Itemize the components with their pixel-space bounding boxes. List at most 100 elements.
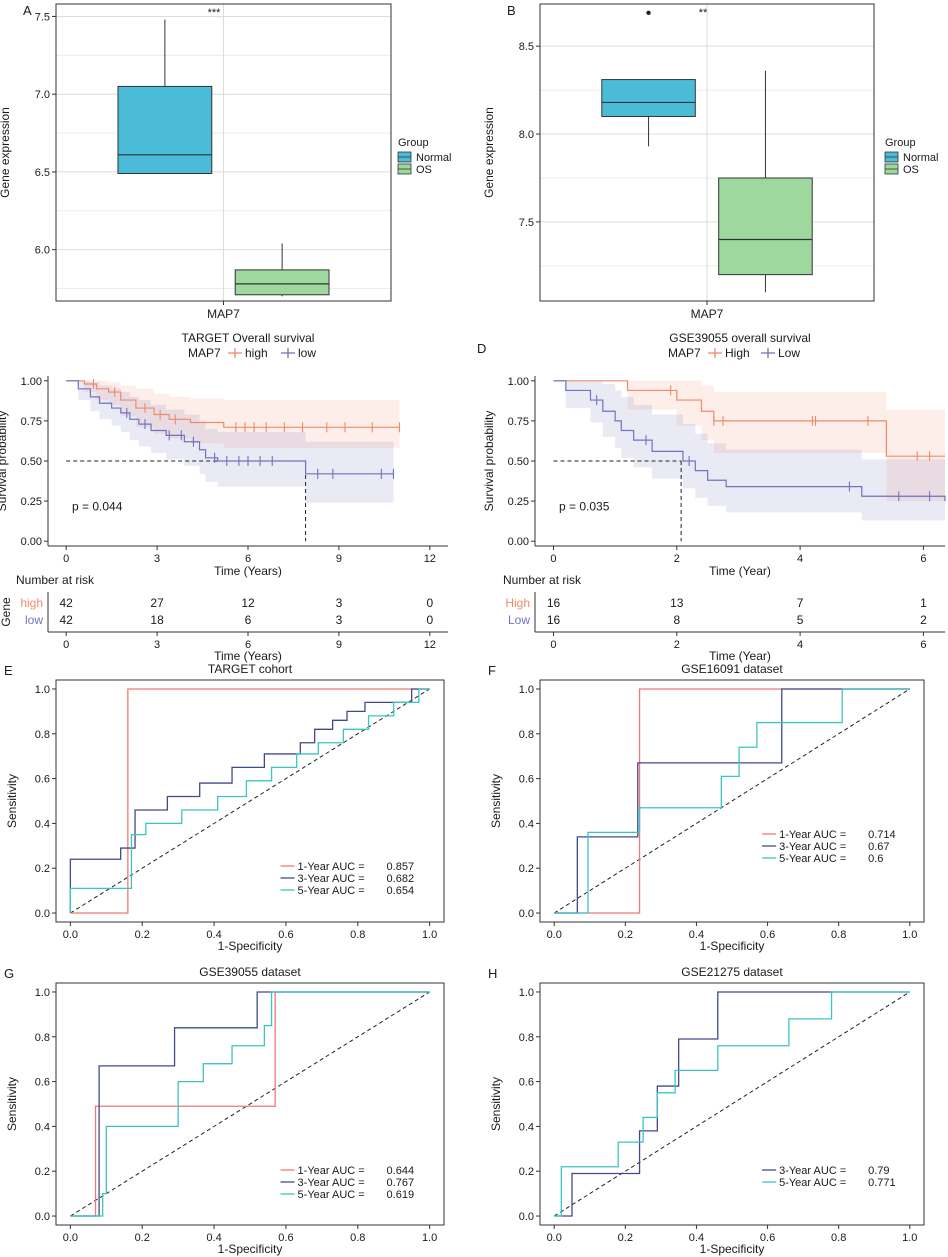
x-tick-label: 4	[797, 553, 803, 565]
panel-letter-g: G	[4, 966, 14, 981]
roc-reference-diagonal	[70, 991, 430, 1217]
y-tick-label: 8.5	[519, 41, 534, 53]
km-curve-high	[66, 380, 400, 428]
x-tick-label: 1.0	[902, 929, 917, 941]
plot-frame	[55, 982, 445, 1226]
roc-curve-3-year	[554, 991, 910, 1217]
km-ci-band-high	[553, 380, 945, 502]
km-ci-band-low	[553, 380, 945, 526]
x-tick-label: 0.8	[350, 929, 365, 941]
risk-table-title: Number at risk	[16, 573, 95, 587]
legend-label-normal: Normal	[903, 152, 938, 164]
y-tick-label: 0.75	[508, 416, 529, 428]
roc-legend-auc-value: 0.6	[868, 853, 883, 865]
y-tick-label: 1.00	[508, 376, 529, 388]
y-tick-label: 7.5	[519, 217, 534, 229]
roc-legend-label: 5-Year AUC =	[779, 853, 846, 865]
risk-x-tick-label: 12	[424, 639, 436, 651]
panel-letter-b: B	[507, 3, 516, 18]
roc-reference-diagonal	[553, 991, 911, 1217]
significance-stars: **	[699, 7, 708, 19]
x-tick-label: 0	[550, 553, 556, 565]
y-tick-label: 0.4	[519, 818, 534, 830]
roc-legend-label: 3-Year AUC =	[298, 1177, 365, 1189]
roc-title: GSE21275 dataset	[681, 965, 783, 979]
y-tick-label: 0.4	[35, 818, 50, 830]
risk-count: 16	[547, 613, 561, 627]
roc-title: TARGET cohort	[208, 662, 293, 676]
km-curve-high	[553, 380, 945, 457]
roc-legend-label: 5-Year AUC =	[779, 1177, 846, 1189]
roc-legend-auc-value: 0.619	[387, 1189, 415, 1201]
box-normal	[601, 79, 696, 117]
roc-legend-auc-value: 0.67	[868, 841, 889, 853]
km-ci-band-low	[66, 380, 394, 503]
km-legend-label-high: High	[725, 346, 750, 360]
x-tick-label: MAP7	[207, 307, 240, 321]
x-tick-label: 0.4	[206, 1232, 221, 1244]
y-tick-label: 0.4	[519, 1121, 534, 1133]
x-tick-label: 0.8	[831, 1232, 846, 1244]
plot-frame	[539, 679, 925, 923]
roc-curve-5-year	[69, 688, 430, 914]
risk-x-tick-label: 6	[245, 639, 251, 651]
y-tick-label: 0.8	[35, 729, 50, 741]
y-tick-label: 0.6	[35, 1077, 50, 1089]
risk-count: 1	[920, 596, 927, 610]
plot-frame	[539, 982, 925, 1226]
km-curve-low	[553, 380, 946, 502]
roc-legend-label: 3-Year AUC =	[779, 841, 846, 853]
roc-legend-auc-value: 0.644	[387, 1165, 415, 1177]
y-tick-label: 0.00	[508, 536, 529, 548]
y-tick-label: 7.0	[35, 89, 50, 101]
y-tick-label: 6.0	[35, 245, 50, 257]
x-tick-label: 0.2	[618, 929, 633, 941]
x-tick-label: 12	[424, 553, 436, 565]
y-axis-label: Sensitivity	[489, 1077, 503, 1131]
x-tick-label: MAP7	[691, 307, 724, 321]
x-tick-label: 0.2	[135, 1232, 150, 1244]
roc-legend-label: 5-Year AUC =	[298, 885, 365, 897]
p-value-text: p = 0.035	[559, 500, 610, 514]
x-tick-label: 0	[63, 553, 69, 565]
roc-legend-auc-value: 0.714	[868, 829, 896, 841]
panel-letter-d: D	[477, 341, 486, 356]
x-axis-label: 1-Specificity	[700, 939, 765, 953]
y-tick-label: 0.2	[35, 1166, 50, 1178]
y-axis-label: Gene expression	[0, 107, 12, 198]
roc-legend-label: 1-Year AUC =	[779, 829, 846, 841]
panel-letter-f: F	[488, 663, 496, 678]
roc-legend-auc-value: 0.654	[387, 885, 415, 897]
x-axis-label: Time (Year)	[709, 564, 771, 578]
y-tick-label: 0.6	[519, 774, 534, 786]
risk-count: 7	[797, 596, 804, 610]
x-tick-label: 1.0	[422, 1232, 437, 1244]
km-legend-label-low: Low	[778, 346, 800, 360]
x-tick-label: 1.0	[902, 1232, 917, 1244]
roc-reference-diagonal	[553, 688, 911, 914]
risk-x-tick-label: 0	[63, 639, 69, 651]
x-axis-label: Time (Years)	[214, 564, 282, 578]
risk-x-tick-label: 0	[550, 639, 556, 651]
roc-legend-auc-value: 0.771	[868, 1177, 896, 1189]
legend-title: Group	[398, 137, 429, 149]
risk-count: 12	[241, 596, 255, 610]
x-tick-label: 0.4	[689, 1232, 704, 1244]
risk-count: 8	[673, 613, 680, 627]
legend-label-os: OS	[903, 164, 919, 176]
x-axis-label: 1-Specificity	[700, 1242, 765, 1256]
risk-x-axis-label: Time (Year)	[709, 649, 771, 663]
box-normal	[117, 85, 213, 174]
x-tick-label: 3	[154, 553, 160, 565]
roc-curve-5-year	[70, 991, 430, 1217]
panel-letter-a: A	[23, 3, 32, 18]
roc-title: GSE39055 dataset	[199, 965, 301, 979]
x-tick-label: 2	[674, 553, 680, 565]
panel-letter-h: H	[488, 966, 497, 981]
km-legend-title: MAP7	[188, 346, 221, 360]
x-tick-label: 0.4	[689, 929, 704, 941]
significance-stars: ***	[208, 7, 222, 19]
y-tick-label: 0.50	[508, 456, 529, 468]
risk-count: 0	[426, 596, 433, 610]
